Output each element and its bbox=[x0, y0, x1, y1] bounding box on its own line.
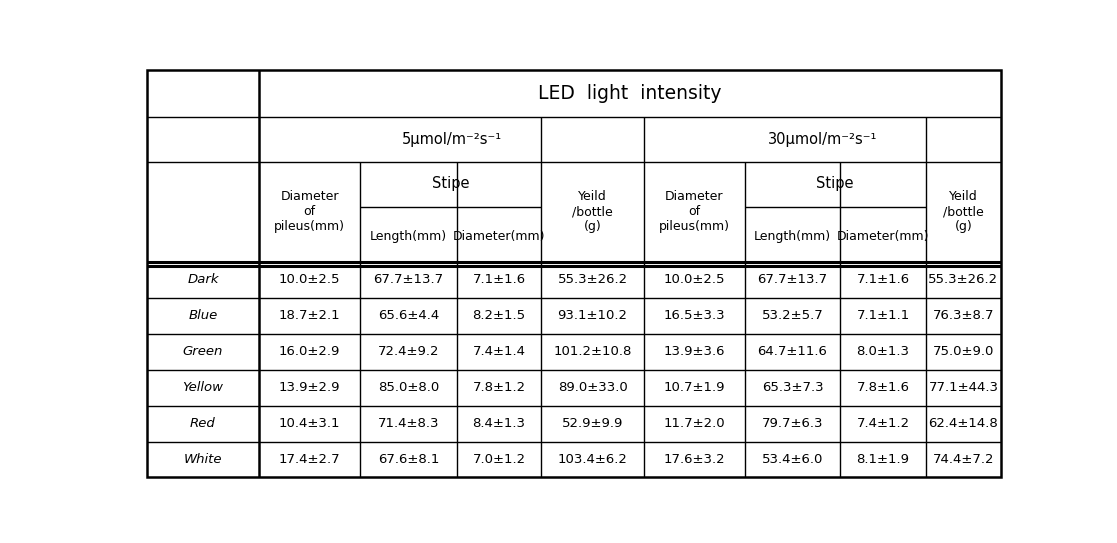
Text: 62.4±14.8: 62.4±14.8 bbox=[928, 417, 999, 430]
Text: 52.9±9.9: 52.9±9.9 bbox=[562, 417, 623, 430]
Text: 77.1±44.3: 77.1±44.3 bbox=[928, 381, 999, 394]
Text: 5μmol/m⁻²s⁻¹: 5μmol/m⁻²s⁻¹ bbox=[401, 132, 502, 147]
Text: 7.1±1.6: 7.1±1.6 bbox=[857, 274, 909, 286]
Text: 7.4±1.4: 7.4±1.4 bbox=[472, 345, 525, 358]
Text: 16.0±2.9: 16.0±2.9 bbox=[279, 345, 341, 358]
Text: 65.3±7.3: 65.3±7.3 bbox=[762, 381, 823, 394]
Text: 8.1±1.9: 8.1±1.9 bbox=[857, 453, 909, 466]
Text: Green: Green bbox=[183, 345, 223, 358]
Text: 10.4±3.1: 10.4±3.1 bbox=[279, 417, 341, 430]
Text: 79.7±6.3: 79.7±6.3 bbox=[762, 417, 823, 430]
Text: 8.0±1.3: 8.0±1.3 bbox=[857, 345, 909, 358]
Text: 7.1±1.1: 7.1±1.1 bbox=[857, 310, 909, 323]
Text: Yellow: Yellow bbox=[182, 381, 223, 394]
Text: 8.2±1.5: 8.2±1.5 bbox=[472, 310, 526, 323]
Text: 7.0±1.2: 7.0±1.2 bbox=[472, 453, 526, 466]
Text: 11.7±2.0: 11.7±2.0 bbox=[663, 417, 725, 430]
Text: 89.0±33.0: 89.0±33.0 bbox=[557, 381, 628, 394]
Text: 67.6±8.1: 67.6±8.1 bbox=[378, 453, 439, 466]
Text: 13.9±3.6: 13.9±3.6 bbox=[663, 345, 725, 358]
Text: 74.4±7.2: 74.4±7.2 bbox=[933, 453, 994, 466]
Text: Diameter
of
pileus(mm): Diameter of pileus(mm) bbox=[659, 191, 729, 233]
Text: Yeild
/bottle
(g): Yeild /bottle (g) bbox=[943, 191, 984, 233]
Text: 93.1±10.2: 93.1±10.2 bbox=[557, 310, 628, 323]
Text: 76.3±8.7: 76.3±8.7 bbox=[933, 310, 994, 323]
Text: 64.7±11.6: 64.7±11.6 bbox=[757, 345, 828, 358]
Text: Yeild
/bottle
(g): Yeild /bottle (g) bbox=[572, 191, 613, 233]
Text: 10.7±1.9: 10.7±1.9 bbox=[663, 381, 725, 394]
Text: LED  light  intensity: LED light intensity bbox=[538, 84, 722, 103]
Text: Length(mm): Length(mm) bbox=[370, 230, 447, 243]
Text: 53.2±5.7: 53.2±5.7 bbox=[762, 310, 823, 323]
Text: 55.3±26.2: 55.3±26.2 bbox=[928, 274, 999, 286]
Text: 10.0±2.5: 10.0±2.5 bbox=[279, 274, 341, 286]
Text: 65.6±4.4: 65.6±4.4 bbox=[378, 310, 439, 323]
Text: 67.7±13.7: 67.7±13.7 bbox=[373, 274, 443, 286]
Text: 72.4±9.2: 72.4±9.2 bbox=[378, 345, 439, 358]
Text: Diameter(mm): Diameter(mm) bbox=[452, 230, 545, 243]
Text: 75.0±9.0: 75.0±9.0 bbox=[933, 345, 994, 358]
Text: 101.2±10.8: 101.2±10.8 bbox=[553, 345, 632, 358]
Text: 10.0±2.5: 10.0±2.5 bbox=[663, 274, 725, 286]
Text: Diameter
of
pileus(mm): Diameter of pileus(mm) bbox=[275, 191, 345, 233]
Text: Length(mm): Length(mm) bbox=[754, 230, 831, 243]
Text: 7.1±1.6: 7.1±1.6 bbox=[472, 274, 526, 286]
Text: 71.4±8.3: 71.4±8.3 bbox=[378, 417, 439, 430]
Text: 103.4±6.2: 103.4±6.2 bbox=[557, 453, 628, 466]
Text: 53.4±6.0: 53.4±6.0 bbox=[762, 453, 823, 466]
Text: 67.7±13.7: 67.7±13.7 bbox=[757, 274, 828, 286]
Text: 55.3±26.2: 55.3±26.2 bbox=[557, 274, 628, 286]
Text: White: White bbox=[183, 453, 222, 466]
Text: Blue: Blue bbox=[189, 310, 218, 323]
Text: 85.0±8.0: 85.0±8.0 bbox=[378, 381, 439, 394]
Text: 16.5±3.3: 16.5±3.3 bbox=[663, 310, 725, 323]
Text: Red: Red bbox=[190, 417, 216, 430]
Text: 18.7±2.1: 18.7±2.1 bbox=[279, 310, 341, 323]
Text: Stipe: Stipe bbox=[432, 176, 469, 192]
Text: 8.4±1.3: 8.4±1.3 bbox=[472, 417, 525, 430]
Text: 7.8±1.2: 7.8±1.2 bbox=[472, 381, 526, 394]
Text: 13.9±2.9: 13.9±2.9 bbox=[279, 381, 341, 394]
Text: Stipe: Stipe bbox=[817, 176, 855, 192]
Text: Dark: Dark bbox=[188, 274, 219, 286]
Text: 7.8±1.6: 7.8±1.6 bbox=[857, 381, 909, 394]
Text: 7.4±1.2: 7.4±1.2 bbox=[857, 417, 909, 430]
Text: Diameter(mm): Diameter(mm) bbox=[837, 230, 929, 243]
Text: 17.4±2.7: 17.4±2.7 bbox=[279, 453, 341, 466]
Text: 30μmol/m⁻²s⁻¹: 30μmol/m⁻²s⁻¹ bbox=[767, 132, 877, 147]
Text: 17.6±3.2: 17.6±3.2 bbox=[663, 453, 725, 466]
